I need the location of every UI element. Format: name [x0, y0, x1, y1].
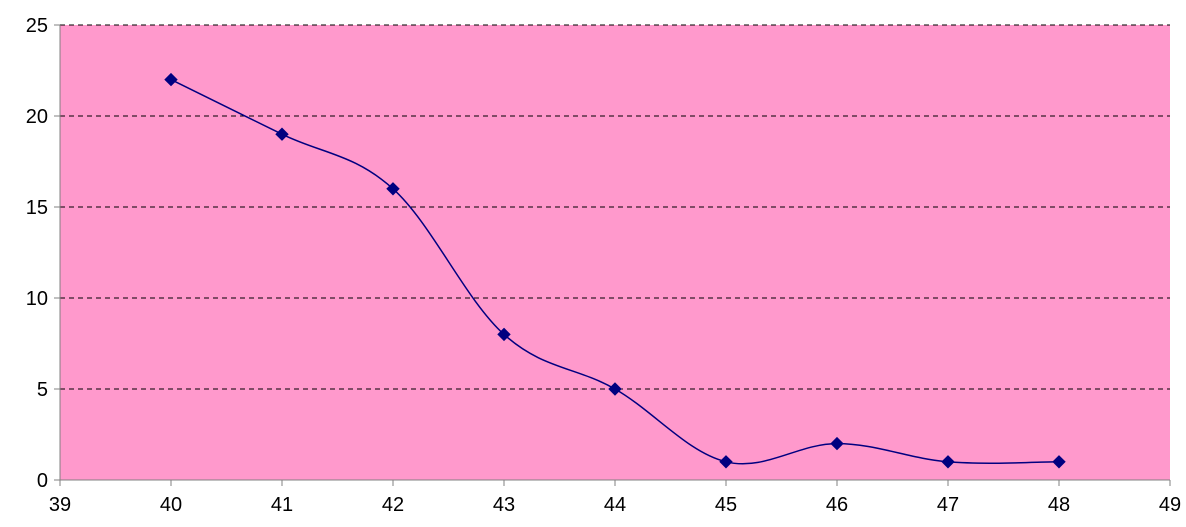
series-line — [170, 78, 1060, 465]
x-tick-label-3: 42 — [382, 494, 404, 516]
plot-area — [60, 25, 1170, 480]
data-point-1 — [275, 127, 289, 141]
y-tick-label-0: 0 — [37, 470, 48, 492]
y-tick-label-4: 20 — [26, 106, 48, 128]
x-tick-label-1: 40 — [160, 494, 182, 516]
x-tick-label-10: 49 — [1159, 494, 1181, 516]
x-tick-label-7: 46 — [826, 494, 848, 516]
x-tick-label-0: 39 — [49, 494, 71, 516]
data-point-5 — [719, 455, 733, 469]
x-tick-labels: 39 40 41 42 43 44 45 46 47 48 49 — [49, 494, 1181, 516]
data-point-7 — [941, 455, 955, 469]
axes — [54, 24, 1171, 486]
data-point-4 — [608, 382, 622, 396]
data-point-0 — [164, 72, 178, 87]
y-tick-label-1: 5 — [37, 379, 48, 401]
data-markers — [164, 72, 1066, 469]
x-tick-label-2: 41 — [271, 494, 293, 516]
data-point-8 — [1052, 455, 1066, 469]
y-tick-label-2: 10 — [26, 288, 48, 310]
x-tick-label-4: 43 — [493, 494, 515, 516]
x-tick-label-6: 45 — [715, 494, 737, 516]
x-tick-label-8: 47 — [937, 494, 959, 516]
data-point-2 — [386, 182, 400, 196]
y-tick-label-5: 25 — [26, 15, 48, 37]
data-point-6 — [830, 436, 844, 451]
data-point-3 — [497, 327, 511, 342]
y-tick-label-3: 15 — [26, 197, 48, 219]
x-tick-label-5: 44 — [604, 494, 626, 516]
y-tick-labels: 0 5 10 15 20 25 — [26, 15, 48, 492]
x-tick-label-9: 48 — [1048, 494, 1070, 516]
